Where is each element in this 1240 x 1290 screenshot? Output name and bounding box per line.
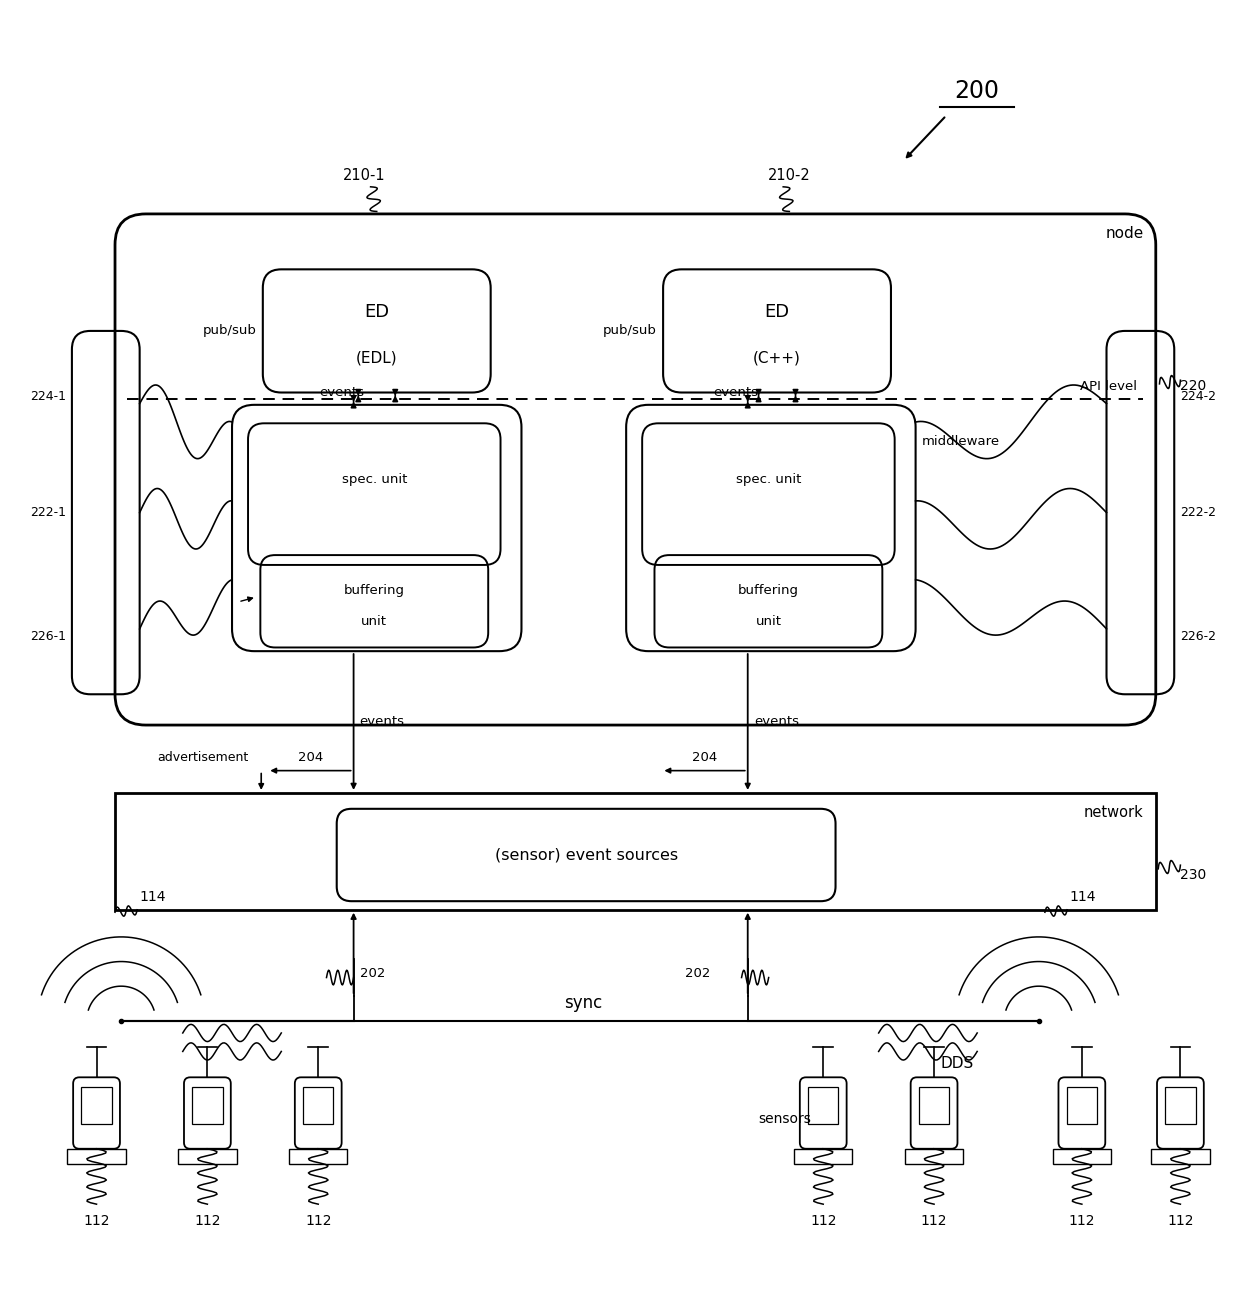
Text: 224-2: 224-2 — [1180, 390, 1216, 402]
Text: ED: ED — [765, 303, 790, 321]
Text: 112: 112 — [810, 1214, 837, 1228]
Text: ED: ED — [365, 303, 389, 321]
Text: unit: unit — [361, 615, 387, 628]
Text: 210-1: 210-1 — [343, 168, 386, 183]
Text: events: events — [360, 716, 404, 729]
Text: 112: 112 — [1069, 1214, 1095, 1228]
Text: spec. unit: spec. unit — [341, 473, 407, 486]
Text: 112: 112 — [83, 1214, 110, 1228]
Text: node: node — [1105, 226, 1143, 241]
Text: 112: 112 — [195, 1214, 221, 1228]
Text: 202: 202 — [686, 968, 711, 980]
Text: sync: sync — [564, 995, 603, 1013]
Bar — [1151, 1149, 1210, 1164]
Bar — [192, 1087, 223, 1124]
Text: network: network — [1084, 805, 1143, 820]
Text: 226-2: 226-2 — [1180, 630, 1216, 642]
Bar — [1066, 1087, 1097, 1124]
Text: 112: 112 — [921, 1214, 947, 1228]
Text: 224-1: 224-1 — [30, 390, 66, 402]
Bar — [1053, 1149, 1111, 1164]
Text: unit: unit — [755, 615, 781, 628]
Text: 222-2: 222-2 — [1180, 506, 1216, 519]
Text: middleware: middleware — [921, 435, 999, 448]
Text: 222-1: 222-1 — [30, 506, 66, 519]
Bar — [905, 1149, 963, 1164]
Bar — [919, 1087, 950, 1124]
Bar — [82, 1087, 112, 1124]
Text: (C++): (C++) — [753, 351, 801, 365]
Text: buffering: buffering — [343, 583, 404, 597]
Bar — [808, 1087, 838, 1124]
Text: 226-1: 226-1 — [30, 630, 66, 642]
Text: events: events — [754, 716, 799, 729]
Text: 114: 114 — [140, 890, 166, 904]
Bar — [794, 1149, 852, 1164]
Text: 230: 230 — [1180, 868, 1207, 881]
Text: pub/sub: pub/sub — [603, 324, 657, 338]
Text: (sensor) event sources: (sensor) event sources — [495, 848, 678, 863]
Bar — [67, 1149, 125, 1164]
Text: 210-2: 210-2 — [768, 168, 811, 183]
Text: pub/sub: pub/sub — [203, 324, 257, 338]
Text: 112: 112 — [1167, 1214, 1194, 1228]
Bar — [115, 793, 1156, 909]
Bar — [289, 1149, 347, 1164]
Text: spec. unit: spec. unit — [735, 473, 801, 486]
Text: DDS: DDS — [940, 1057, 973, 1071]
Text: (EDL): (EDL) — [356, 351, 398, 365]
Bar — [303, 1087, 334, 1124]
Text: events: events — [714, 386, 759, 399]
Text: events: events — [320, 386, 365, 399]
Text: 204: 204 — [298, 752, 324, 765]
Text: 200: 200 — [955, 79, 999, 103]
Bar — [179, 1149, 237, 1164]
Text: 204: 204 — [692, 752, 717, 765]
Text: advertisement: advertisement — [157, 752, 249, 765]
Text: 114: 114 — [1070, 890, 1096, 904]
Text: API level: API level — [1080, 379, 1137, 392]
Text: 202: 202 — [360, 968, 386, 980]
Bar — [1166, 1087, 1195, 1124]
Text: buffering: buffering — [738, 583, 799, 597]
Text: sensors: sensors — [758, 1112, 811, 1126]
Text: 220: 220 — [1180, 379, 1207, 393]
Text: 112: 112 — [305, 1214, 331, 1228]
